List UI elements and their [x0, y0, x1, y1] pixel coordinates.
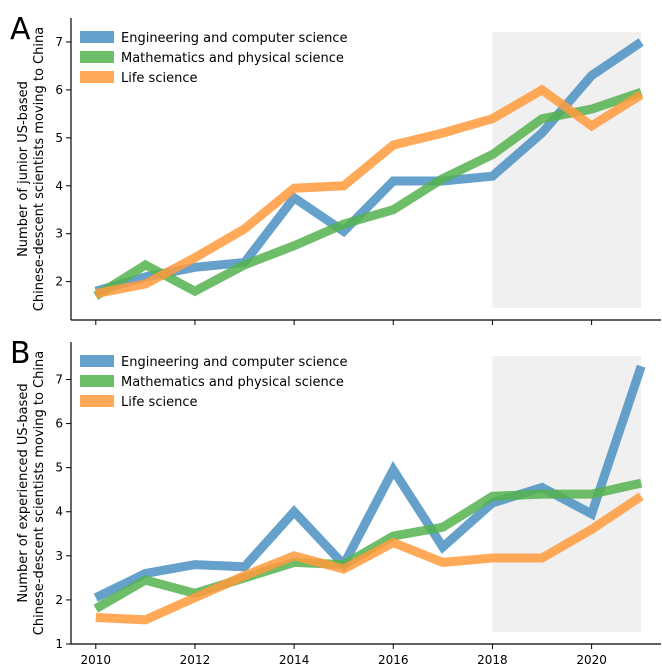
legend-swatch — [80, 355, 114, 367]
y-tick-label: 2 — [55, 593, 63, 607]
y-axis-label-line: Chinese-descent scientists moving to Chi… — [32, 27, 47, 311]
legend-swatch — [80, 71, 114, 83]
series-line-2 — [93, 478, 643, 613]
y-axis-label-line: Chinese-descent scientists moving to Chi… — [32, 351, 47, 635]
y-tick-label: 2 — [55, 275, 63, 289]
legend-entry: Life science — [121, 71, 197, 86]
panel-letter: A — [10, 12, 31, 47]
panel-b: 1 2 3 4 5 6 7 2010 2012 2014 2016 2018 2020 Number of… — [10, 336, 661, 665]
x-tick-label: 2016 — [378, 653, 409, 665]
x-tick-label: 2014 — [279, 653, 310, 665]
y-axis-label: Number of junior US-basedChinese-descent… — [16, 27, 47, 311]
legend: Engineering and computer science Mathemat… — [80, 355, 347, 410]
y-tick-label: 6 — [55, 417, 63, 431]
y-axis-label-line: Number of experienced US-based — [16, 383, 31, 602]
series-line-3 — [94, 84, 644, 299]
y-tick-label: 4 — [55, 505, 63, 519]
y-tick-label: 5 — [55, 131, 63, 145]
legend-swatch — [80, 31, 114, 43]
y-axis-label: Number of experienced US-basedChinese-de… — [16, 351, 47, 635]
legend-swatch — [80, 51, 114, 63]
x-tick-label: 2012 — [180, 653, 211, 665]
legend-entry: Engineering and computer science — [121, 31, 347, 46]
panel-letter: B — [10, 336, 31, 371]
legend-swatch — [80, 375, 114, 387]
x-tick-label: 2010 — [81, 653, 112, 665]
legend-entry: Mathematics and physical science — [121, 51, 344, 66]
y-tick-label: 5 — [55, 461, 63, 475]
legend-swatch — [80, 395, 114, 407]
y-tick-label: 7 — [55, 372, 63, 386]
legend: Engineering and computer science Mathemat… — [80, 31, 347, 86]
y-tick-label: 6 — [55, 83, 63, 97]
x-tick-label: 2018 — [477, 653, 508, 665]
highlight-band — [492, 32, 642, 308]
legend-entry: Engineering and computer science — [121, 355, 347, 370]
y-axis-label-line: Number of junior US-based — [16, 81, 31, 257]
series-line-1 — [94, 38, 644, 296]
legend-entry: Life science — [121, 395, 197, 410]
y-tick-label: 3 — [55, 227, 63, 241]
panel-a: 2 3 4 5 6 7 Number of junior US-basedChinese-d… — [10, 12, 661, 325]
y-tick-label: 1 — [55, 637, 63, 651]
y-tick-label: 3 — [55, 549, 63, 563]
series-line-2 — [93, 88, 643, 300]
x-tick-label: 2020 — [576, 653, 607, 665]
series-line-3 — [95, 492, 644, 625]
y-tick-label: 7 — [55, 35, 63, 49]
y-tick-label: 4 — [55, 179, 63, 193]
legend-entry: Mathematics and physical science — [121, 375, 344, 390]
